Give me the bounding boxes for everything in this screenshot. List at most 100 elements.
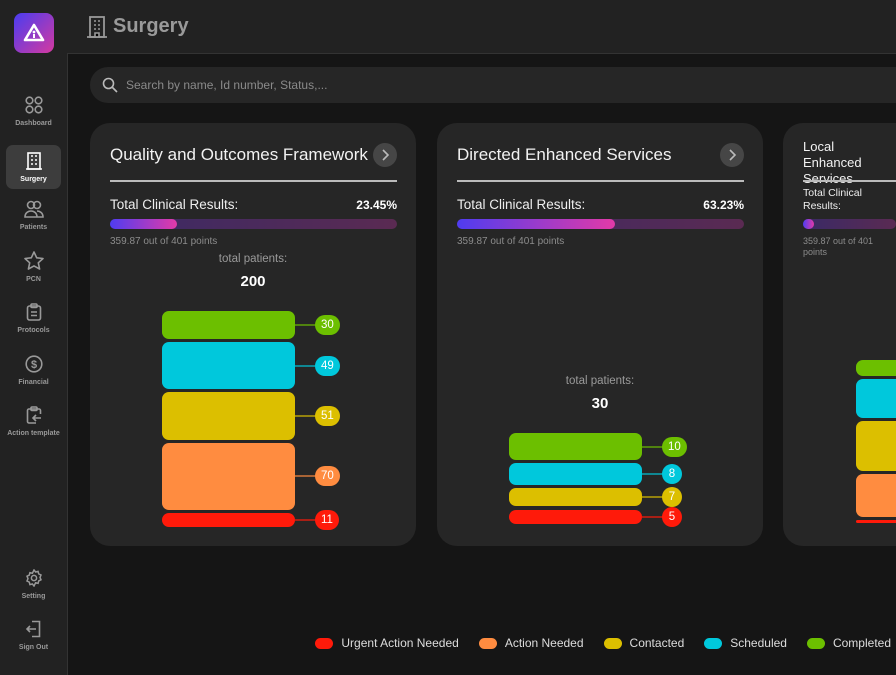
results-progress-bar [110,219,397,229]
segment-scheduled[interactable] [856,379,896,418]
chevron-right-icon [382,149,390,161]
progress-fill [803,219,815,229]
sidebar-item-surgery[interactable]: Surgery [6,145,61,189]
gear-icon [25,568,43,593]
segment-scheduled[interactable] [509,463,642,485]
sidebar-item-label: Dashboard [15,119,52,127]
sidebar-item-label: Protocols [17,326,50,334]
open-card-button[interactable] [373,143,397,167]
sidebar-item-action-template[interactable]: Action template [6,399,61,443]
legend-label: Urgent Action Needed [341,636,459,650]
card-title: Quality and Outcomes Framework [110,145,368,164]
segment-value-badge: 8 [662,463,682,484]
dollar-icon: $ [24,354,43,379]
segment-value-badge: 5 [662,506,682,527]
segment-connector [295,364,317,367]
app-logo[interactable] [14,13,54,53]
progress-fill [457,219,615,229]
sidebar-item-patients[interactable]: Patients [6,193,61,237]
segment-connector [642,515,664,518]
sidebar-item-label: Financial [18,378,49,386]
segment-connector [642,445,664,448]
total-patients-value: 30 [591,395,609,412]
sidebar-item-label: Sign Out [18,643,49,651]
service-card: Local Enhanced Services Total Clinical Re… [783,123,896,546]
segment-connector [642,496,664,499]
legend-item-completed: Completed [806,636,891,650]
segment-urgent[interactable] [162,512,295,527]
sidebar-item-label: Patients [19,223,48,231]
segment-value-badge: 70 [315,466,340,487]
sign-out-icon [25,620,43,644]
sidebar-item-label: Action template [7,429,60,437]
sidebar-item-dashboard[interactable]: Dashboard [6,89,61,133]
page-title: Surgery [113,15,189,37]
sidebar-item-label: Setting [21,592,46,600]
svg-text:$: $ [30,359,36,371]
segment-contacted[interactable] [509,487,642,507]
search-icon [102,77,118,93]
warning-logo-icon [23,23,45,42]
progress-fill [110,219,178,229]
points-text: 359.87 out of 401 points [803,236,874,257]
chevron-right-icon [729,149,737,161]
results-percent: 63.23% [703,198,744,212]
sidebar-item-setting[interactable]: Setting [6,562,61,606]
segment-action[interactable] [856,474,896,517]
legend-swatch [704,637,723,649]
legend-label: Completed [832,636,891,650]
total-patients-label: total patients: [218,253,288,265]
sidebar-item-pcn[interactable]: PCN [6,245,61,289]
segment-scheduled[interactable] [162,342,295,389]
divider [457,180,744,182]
legend-swatch [806,637,825,649]
sidebar-item-sign-out[interactable]: Sign Out [6,613,61,657]
legend-item-urgent: Urgent Action Needed [315,636,459,650]
search-input[interactable] [126,78,726,92]
building-icon [25,151,42,176]
star-icon [23,251,44,276]
legend-label: Contacted [629,636,685,650]
legend-label: Scheduled [730,636,787,650]
sidebar: Dashboard Surgery Patients PCN Protocols $ Fin… [0,0,67,675]
segment-completed[interactable] [162,311,295,340]
segment-value-badge: 30 [315,315,340,336]
service-card: Directed Enhanced Services Total Clinical… [437,123,763,546]
sidebar-item-protocols[interactable]: Protocols [6,296,61,340]
segment-urgent[interactable] [856,519,896,523]
users-icon [23,200,44,224]
results-progress-bar [457,219,744,229]
segment-value-badge: 10 [662,436,687,457]
clipboard-icon [26,302,42,327]
total-clinical-results-label: Total Clinical Results: [110,197,239,212]
segment-value-badge: 51 [315,406,340,427]
segment-connector [295,475,317,478]
results-percent: 23.45% [356,198,397,212]
total-patients-value: 200 [240,273,266,290]
open-card-button[interactable] [720,143,744,167]
divider [803,180,896,182]
segment-value-badge: 49 [315,355,340,376]
grid-icon [24,95,43,120]
segment-contacted[interactable] [162,391,295,441]
legend-item-scheduled: Scheduled [704,636,787,650]
segment-contacted[interactable] [856,420,896,472]
segment-value-badge: 11 [315,509,339,530]
legend: Urgent Action Needed Action Needed Contact… [315,636,891,650]
points-text: 359.87 out of 401 points [110,236,218,247]
segment-urgent[interactable] [509,509,642,524]
segment-completed[interactable] [856,360,896,377]
points-text: 359.87 out of 401 points [457,236,565,247]
search-bar[interactable] [90,67,896,103]
total-patients-label: total patients: [565,375,635,387]
page-header: Surgery [67,0,896,53]
sidebar-item-financial[interactable]: $ Financial [6,348,61,392]
service-card: Quality and Outcomes Framework Total Clin… [90,123,416,546]
legend-swatch [478,637,497,649]
card-title: Local Enhanced Services [803,139,862,186]
segment-completed[interactable] [509,433,642,460]
legend-label: Action Needed [504,636,584,650]
legend-swatch [603,637,622,649]
segment-action[interactable] [162,443,295,510]
clipboard-arrow-icon [26,405,42,430]
